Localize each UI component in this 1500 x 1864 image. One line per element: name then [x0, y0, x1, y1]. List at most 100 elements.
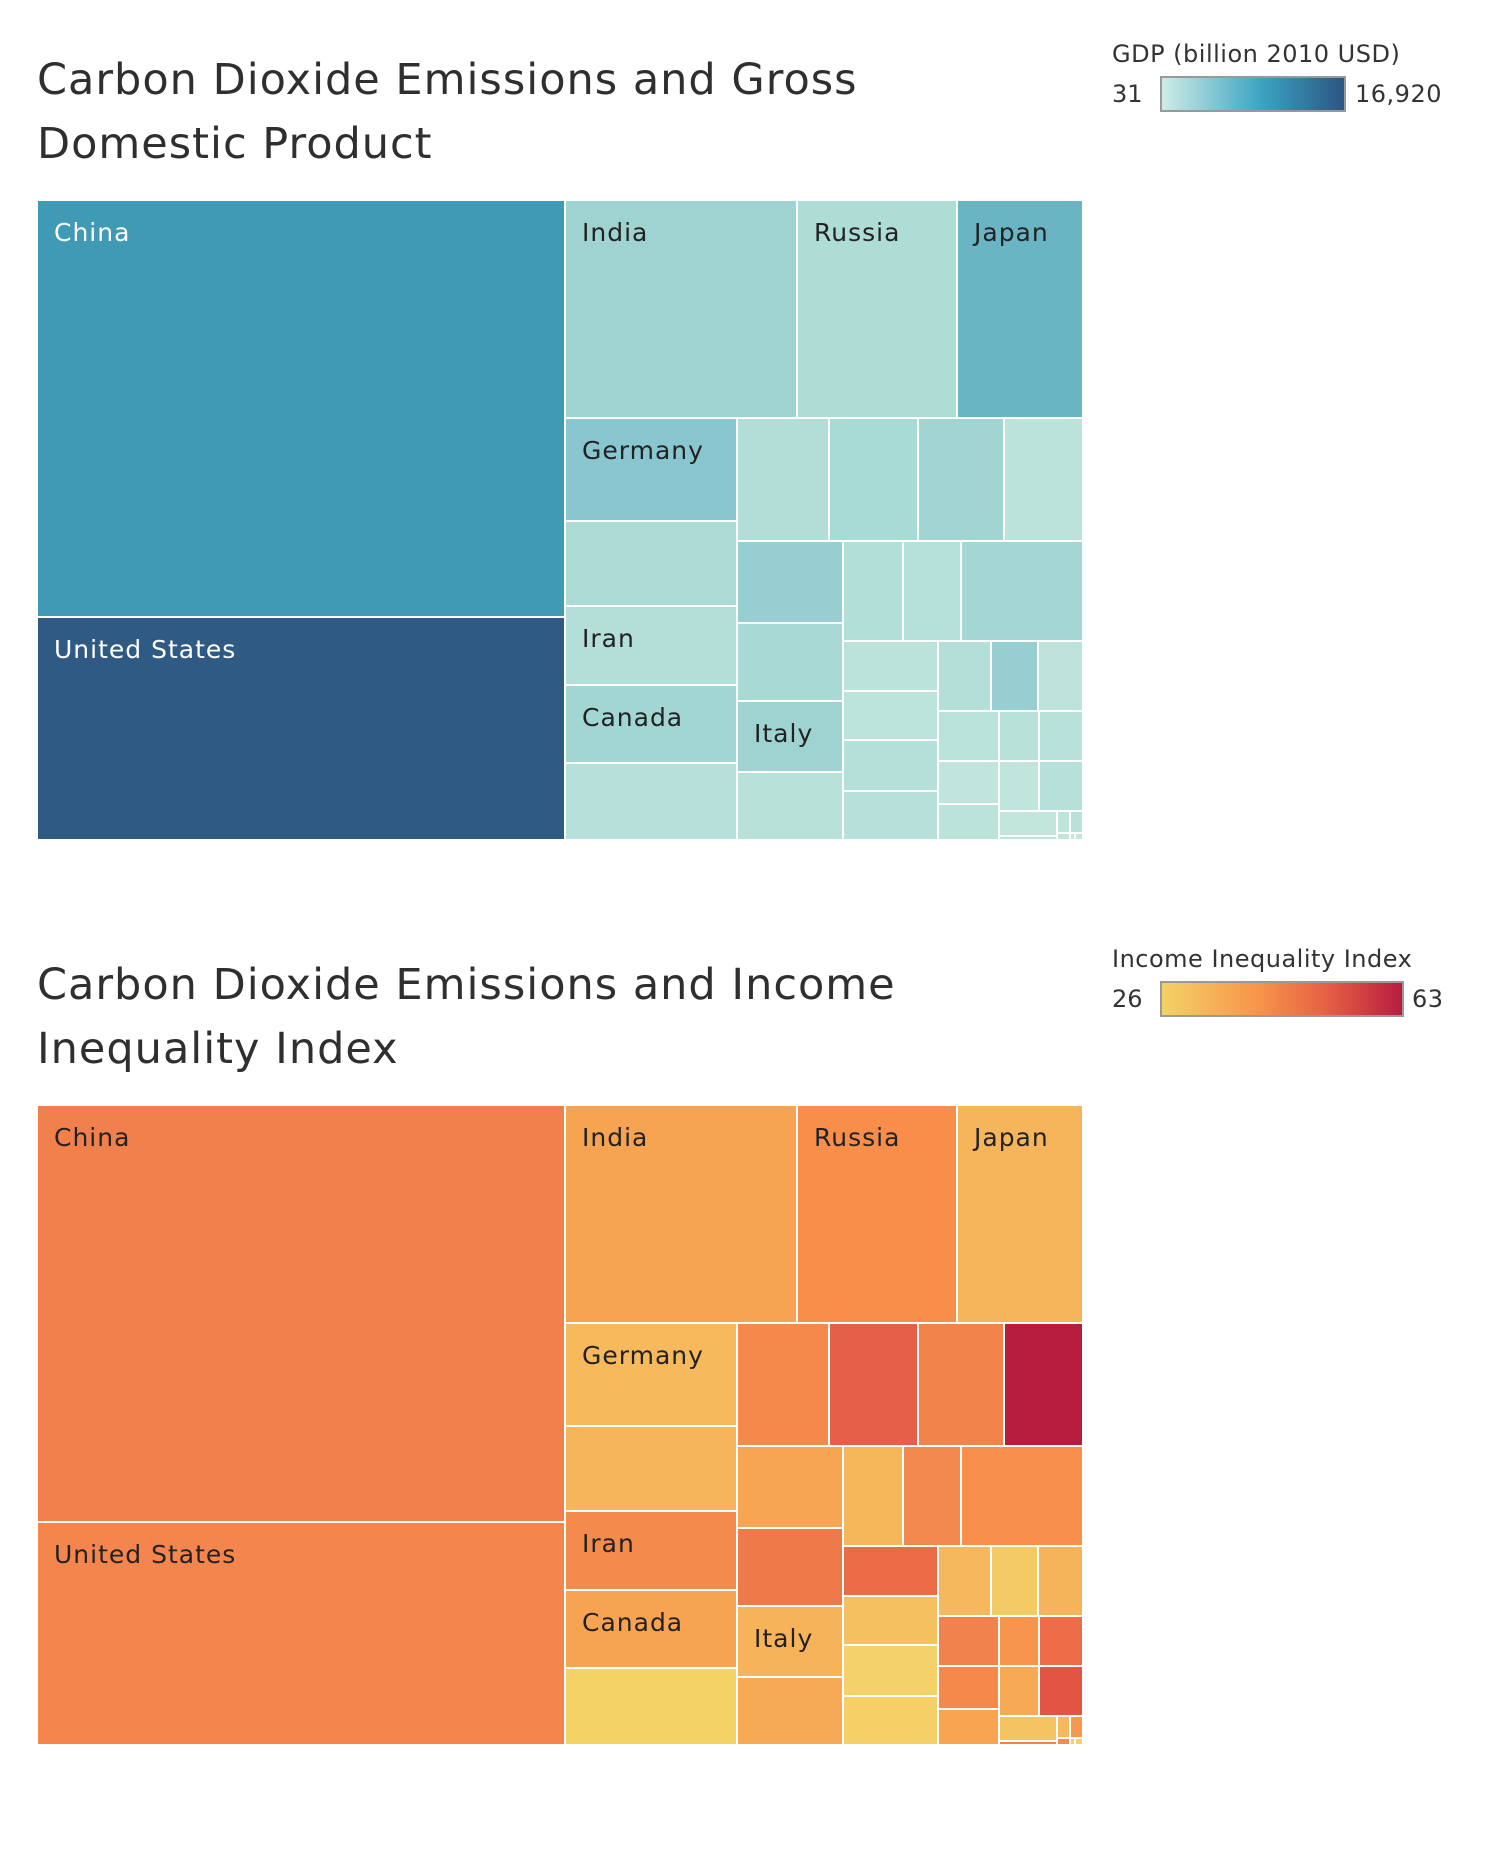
- treemap-cell[interactable]: [842, 690, 939, 741]
- treemap-inequality: China United States India Russia Japan German…: [37, 1105, 1083, 1745]
- treemap-cell[interactable]: [842, 640, 939, 692]
- treemap-cell[interactable]: [37, 616, 566, 840]
- treemap-cell[interactable]: [998, 760, 1040, 812]
- treemap-cell[interactable]: [917, 417, 1005, 542]
- color-legend: GDP (billion 2010 USD) 31 16,920: [1112, 40, 1472, 120]
- treemap-cell[interactable]: [37, 1521, 566, 1745]
- treemap-cell[interactable]: [1074, 1737, 1083, 1745]
- chart-panel-gdp: Carbon Dioxide Emissions and Gross Domes…: [0, 0, 1500, 900]
- treemap-cell[interactable]: [564, 520, 738, 607]
- treemap-cell[interactable]: [1037, 1545, 1083, 1617]
- treemap-cell[interactable]: [1056, 1715, 1071, 1739]
- treemap-cell[interactable]: [1056, 1737, 1071, 1745]
- treemap-cell[interactable]: [937, 1665, 1000, 1710]
- treemap-cell[interactable]: [990, 640, 1039, 712]
- treemap-cell[interactable]: [956, 200, 1083, 419]
- treemap-cell-label: United States: [54, 1540, 236, 1569]
- treemap-cell-label: Germany: [582, 1341, 704, 1370]
- treemap-cell[interactable]: [937, 803, 1000, 840]
- treemap-cell-label: Iran: [582, 624, 635, 653]
- treemap-cell[interactable]: [1074, 832, 1083, 840]
- treemap-cell[interactable]: [998, 1740, 1058, 1745]
- treemap-cell[interactable]: [842, 790, 939, 840]
- treemap-cell[interactable]: [736, 1445, 844, 1529]
- treemap-cell[interactable]: [1003, 417, 1083, 542]
- legend-gradient-bar: [1160, 981, 1404, 1017]
- treemap-cell-label: Italy: [754, 1624, 813, 1653]
- treemap-cell[interactable]: [842, 1595, 939, 1646]
- treemap-cell[interactable]: [998, 835, 1058, 840]
- treemap-cell-label: Italy: [754, 719, 813, 748]
- treemap-cell[interactable]: [736, 771, 844, 840]
- treemap-cell[interactable]: [1038, 1615, 1083, 1667]
- treemap-cell[interactable]: [1038, 760, 1083, 812]
- treemap-cell[interactable]: [736, 700, 844, 773]
- treemap-cell-label: United States: [54, 635, 236, 664]
- treemap-cell-label: Japan: [972, 218, 1049, 247]
- treemap-cell[interactable]: [736, 1676, 844, 1745]
- treemap-cell[interactable]: [842, 1445, 904, 1547]
- legend-max-label: 16,920: [1355, 80, 1442, 108]
- treemap-cell[interactable]: [736, 1322, 830, 1447]
- treemap-cell[interactable]: [564, 605, 738, 686]
- legend-min-label: 31: [1112, 80, 1143, 108]
- treemap-cell-label: Japan: [972, 1123, 1049, 1152]
- treemap-cell-label: Russia: [814, 218, 900, 247]
- treemap-cell[interactable]: [960, 540, 1083, 642]
- treemap-cell[interactable]: [998, 1715, 1058, 1742]
- treemap-cell[interactable]: [736, 540, 844, 624]
- treemap-cell[interactable]: [1069, 1715, 1083, 1739]
- treemap-cell[interactable]: [937, 710, 1000, 762]
- treemap-cell-label: China: [54, 1123, 130, 1152]
- treemap-cell[interactable]: [1038, 1665, 1083, 1717]
- treemap-cell[interactable]: [564, 200, 798, 419]
- treemap-svg: China United States India Russia Japan German…: [37, 1105, 1083, 1745]
- treemap-cell[interactable]: [937, 1708, 1000, 1745]
- treemap-cell[interactable]: [998, 810, 1058, 837]
- treemap-cell[interactable]: [564, 1589, 738, 1669]
- treemap-cell[interactable]: [1038, 710, 1083, 762]
- treemap-cell[interactable]: [998, 1665, 1040, 1717]
- treemap-cell[interactable]: [1056, 832, 1071, 840]
- treemap-cell[interactable]: [998, 1615, 1040, 1667]
- treemap-cell[interactable]: [1003, 1322, 1083, 1447]
- treemap-cell-label: India: [582, 218, 648, 247]
- treemap-cell[interactable]: [564, 1510, 738, 1591]
- treemap-cell[interactable]: [564, 1667, 738, 1745]
- legend-title: GDP (billion 2010 USD): [1112, 40, 1401, 68]
- treemap-cell[interactable]: [564, 417, 738, 522]
- treemap-cell[interactable]: [842, 1695, 939, 1745]
- treemap-cell[interactable]: [736, 1527, 844, 1607]
- treemap-cell[interactable]: [828, 417, 919, 542]
- treemap-cell[interactable]: [37, 1105, 566, 1523]
- treemap-cell[interactable]: [937, 640, 992, 712]
- treemap-cell[interactable]: [842, 1644, 939, 1697]
- treemap-cell[interactable]: [960, 1445, 1083, 1547]
- treemap-cell[interactable]: [902, 540, 962, 642]
- treemap-cell[interactable]: [937, 760, 1000, 805]
- treemap-cell[interactable]: [990, 1545, 1039, 1617]
- treemap-cell-label: Russia: [814, 1123, 900, 1152]
- color-legend: Income Inequality Index 26 63: [1112, 945, 1472, 1025]
- treemap-cell[interactable]: [937, 1545, 992, 1617]
- treemap-cell[interactable]: [842, 1545, 939, 1597]
- treemap-cell[interactable]: [842, 540, 904, 642]
- treemap-cell-label: China: [54, 218, 130, 247]
- chart-title: Carbon Dioxide Emissions and Income Ineq…: [37, 960, 896, 1074]
- treemap-cell[interactable]: [937, 1615, 1000, 1667]
- treemap-cell[interactable]: [736, 417, 830, 542]
- treemap-cell[interactable]: [1056, 810, 1071, 834]
- treemap-cell[interactable]: [1069, 810, 1083, 834]
- treemap-cell[interactable]: [842, 739, 939, 792]
- treemap-cell[interactable]: [564, 1425, 738, 1512]
- treemap-cell[interactable]: [736, 622, 844, 702]
- treemap-cell[interactable]: [828, 1322, 919, 1447]
- treemap-cell[interactable]: [902, 1445, 962, 1547]
- treemap-cell[interactable]: [37, 200, 566, 618]
- treemap-cell[interactable]: [564, 762, 738, 840]
- treemap-cell[interactable]: [1037, 640, 1083, 712]
- treemap-cell-label: Germany: [582, 436, 704, 465]
- treemap-cell[interactable]: [998, 710, 1040, 762]
- treemap-cell[interactable]: [917, 1322, 1005, 1447]
- treemap-cell[interactable]: [564, 1322, 738, 1427]
